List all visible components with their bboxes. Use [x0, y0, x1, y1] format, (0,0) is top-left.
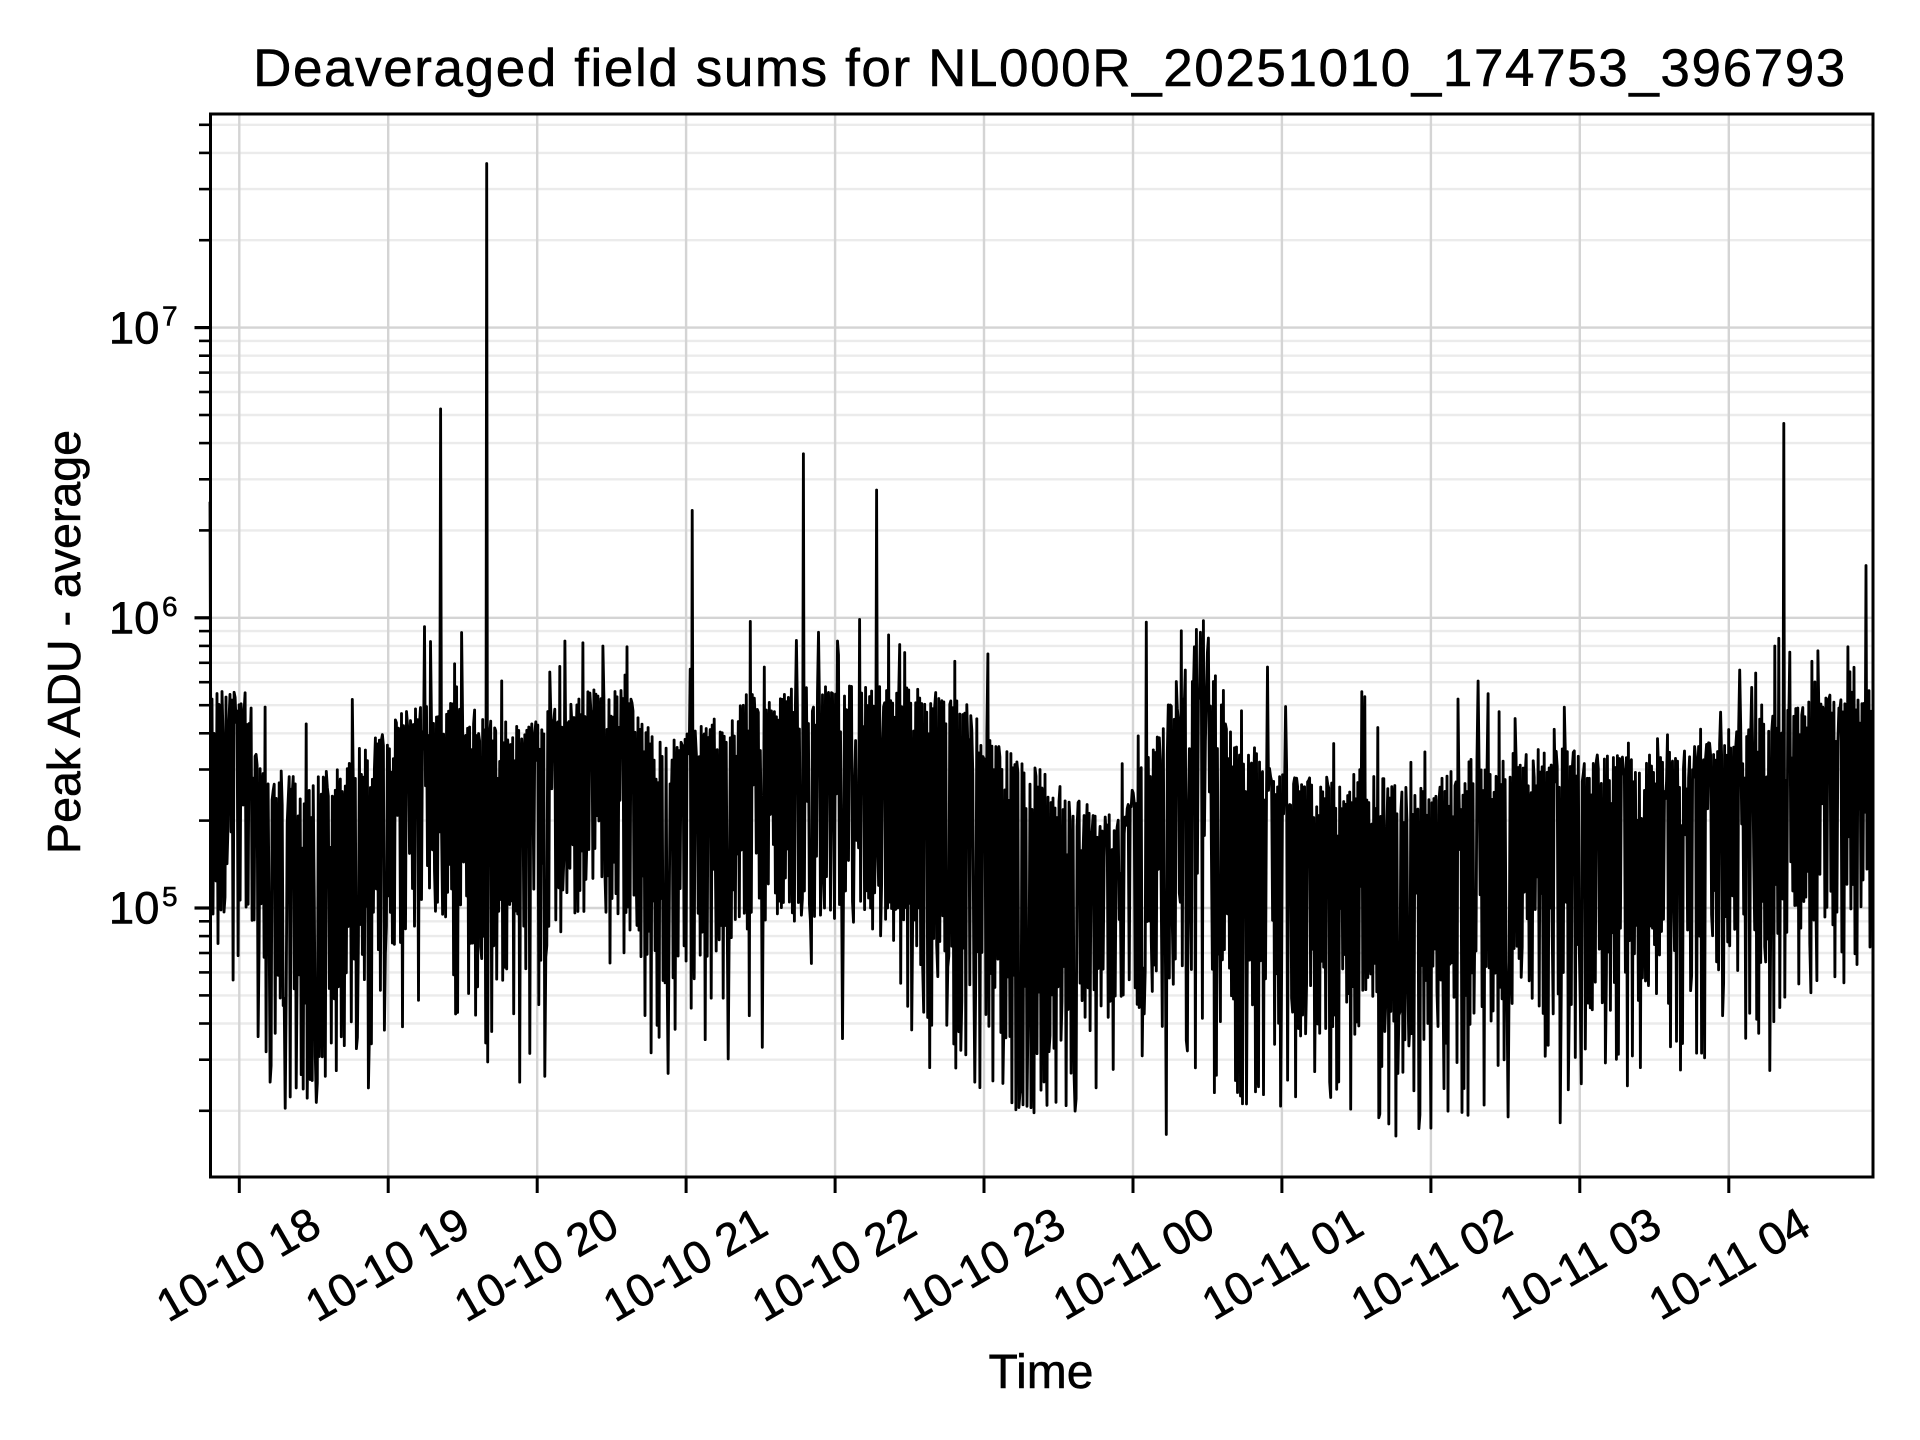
svg-text:Time: Time [989, 1346, 1094, 1399]
svg-text:10: 10 [109, 593, 160, 644]
svg-text:Deaveraged field sums for NL00: Deaveraged field sums for NL000R_2025101… [253, 39, 1847, 98]
svg-text:Peak ADU - average: Peak ADU - average [38, 430, 90, 854]
svg-text:10: 10 [109, 302, 160, 353]
svg-text:10: 10 [109, 883, 160, 934]
svg-text:7: 7 [162, 301, 178, 332]
svg-text:6: 6 [162, 591, 178, 622]
svg-text:5: 5 [162, 881, 178, 912]
